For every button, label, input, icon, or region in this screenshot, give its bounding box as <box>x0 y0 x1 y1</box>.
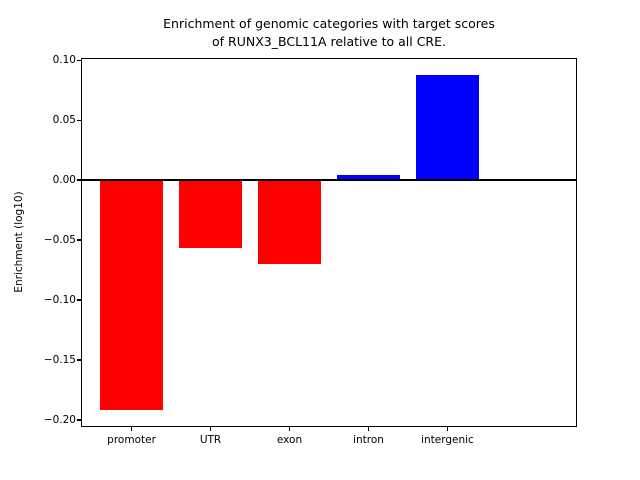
y-tick-label: −0.05 <box>43 234 76 247</box>
y-tick-label: 0.00 <box>52 174 76 187</box>
plot-area <box>81 58 577 427</box>
y-tick-label: −0.20 <box>43 413 76 426</box>
zero-line <box>81 179 577 182</box>
y-tick-mark <box>77 239 81 241</box>
x-tick-label-promoter: promoter <box>107 434 156 446</box>
x-tick-mark <box>367 427 370 431</box>
y-tick-mark <box>77 179 81 181</box>
y-tick-mark <box>77 59 81 62</box>
y-tick-mark <box>77 359 81 361</box>
chart-title-line1: Enrichment of genomic categories with ta… <box>163 16 495 31</box>
x-tick-label-intron: intron <box>353 434 384 446</box>
y-tick-label: 0.05 <box>52 114 76 127</box>
y-tick-mark <box>77 419 81 421</box>
y-tick-mark <box>77 119 81 122</box>
bar-UTR <box>178 180 243 249</box>
bar-intergenic <box>415 74 480 181</box>
x-tick-mark <box>209 427 212 431</box>
chart-title: Enrichment of genomic categories with ta… <box>81 15 577 51</box>
chart-title-line2: of RUNX3_BCL11A relative to all CRE. <box>212 34 446 49</box>
x-tick-label-exon: exon <box>276 434 303 446</box>
x-tick-mark <box>446 427 449 431</box>
y-axis-label: Enrichment (log10) <box>13 191 25 293</box>
bar-intron <box>336 175 401 181</box>
y-tick-label: 0.10 <box>52 54 76 67</box>
y-tick-label: −0.10 <box>43 294 76 306</box>
x-tick-mark <box>288 427 291 431</box>
x-tick-label-UTR: UTR <box>199 434 222 446</box>
y-tick-label: −0.15 <box>43 353 76 366</box>
bars-layer <box>81 58 577 427</box>
y-tick-mark <box>77 299 81 301</box>
x-tick-label-intergenic: intergenic <box>421 434 474 446</box>
x-tick-mark <box>130 427 133 431</box>
bar-promoter <box>99 180 164 411</box>
bar-exon <box>257 180 322 265</box>
